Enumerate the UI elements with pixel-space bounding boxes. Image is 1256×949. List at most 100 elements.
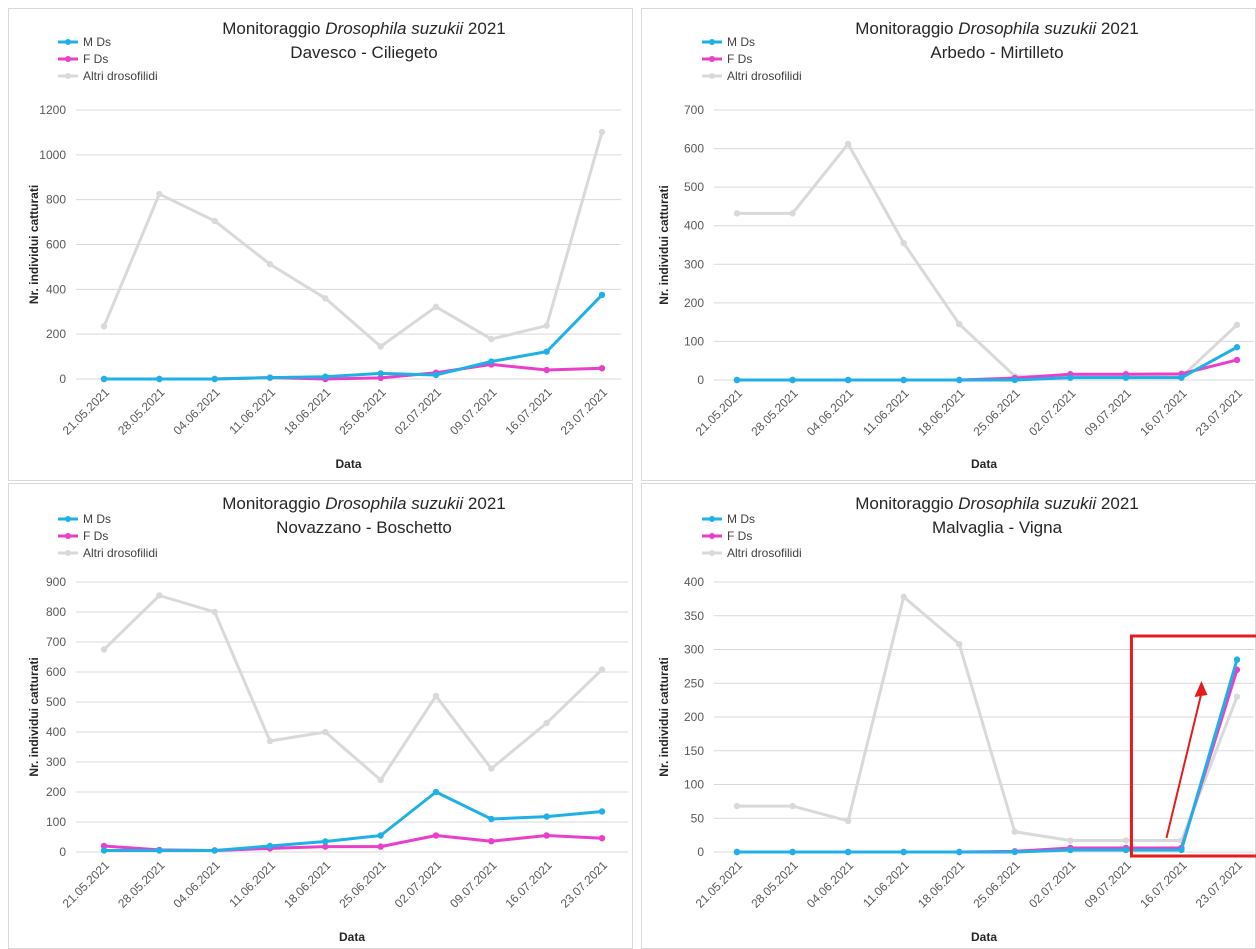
data-point [844, 817, 852, 825]
y-tick-label: 50 [691, 811, 705, 825]
data-point [543, 366, 550, 374]
data-point [1067, 846, 1074, 854]
data-point [322, 728, 329, 736]
legend-marker [709, 39, 715, 45]
data-point [1233, 656, 1241, 663]
y-tick-label: 200 [684, 710, 704, 724]
data-point [377, 343, 384, 350]
series-line-2 [102, 594, 604, 782]
x-tick-label: 18.06.2021 [281, 385, 334, 438]
x-tick-label: 04.06.2021 [804, 858, 857, 911]
chart-title: Monitoraggio Drosophila suzukii 2021 [222, 19, 506, 38]
data-point [488, 358, 495, 365]
chart-3: Monitoraggio Drosophila suzukii 2021 Malv… [657, 494, 1256, 944]
data-point [377, 843, 384, 850]
data-point [488, 838, 495, 845]
y-tick-label: 200 [684, 296, 704, 310]
x-tick-label: 21.05.2021 [693, 386, 746, 439]
x-tick-label: 23.07.2021 [1193, 386, 1246, 439]
legend-label: M Ds [83, 512, 111, 526]
x-tick-label: 11.06.2021 [226, 858, 278, 910]
data-point [432, 303, 440, 311]
y-tick-label: 900 [46, 575, 66, 589]
data-point [266, 261, 274, 268]
legend-label: F Ds [83, 529, 108, 543]
y-tick-label: 300 [684, 643, 704, 657]
legend-marker [65, 516, 71, 522]
data-point [488, 335, 495, 343]
x-tick-label: 28.05.2021 [748, 386, 801, 439]
data-point [1233, 321, 1241, 329]
y-tick-label: 700 [46, 635, 66, 649]
data-point [543, 719, 550, 727]
chart-title: Monitoraggio Drosophila suzukii 2021 [222, 494, 506, 513]
data-point [432, 788, 440, 796]
data-point [598, 365, 606, 372]
chart-0: Monitoraggio Drosophila suzukii 2021 Dave… [27, 19, 621, 471]
y-tick-label: 150 [684, 744, 704, 758]
data-point [844, 140, 852, 148]
data-point [211, 847, 218, 854]
y-tick-label: 0 [59, 372, 66, 386]
series-line-2 [102, 131, 604, 348]
data-point [956, 320, 963, 328]
chart-subtitle: Malvaglia - Vigna [932, 518, 1063, 537]
legend-label: Altri drosofilidi [727, 69, 802, 83]
data-point [789, 802, 796, 810]
legend-label: F Ds [83, 52, 108, 66]
x-axis-label: Data [971, 930, 997, 944]
chart-panel-arbedo [641, 8, 1256, 481]
y-tick-label: 200 [46, 327, 66, 341]
data-point [543, 832, 550, 839]
y-tick-label: 0 [59, 845, 66, 859]
y-tick-label: 500 [684, 180, 704, 194]
y-axis-label: Nr. individui catturati [27, 657, 41, 776]
data-point [322, 838, 329, 845]
x-tick-label: 23.07.2021 [558, 385, 611, 438]
series-line-1 [737, 669, 1239, 854]
series-line-0 [737, 345, 1238, 382]
data-point [211, 608, 218, 616]
data-point [598, 835, 606, 842]
data-point [1067, 374, 1074, 381]
data-point [211, 217, 218, 225]
series-line-2 [737, 142, 1239, 379]
x-tick-label: 18.06.2021 [281, 858, 334, 911]
chart-subtitle: Arbedo - Mirtilleto [930, 43, 1063, 62]
data-point [432, 832, 440, 839]
x-tick-label: 23.07.2021 [1193, 858, 1246, 911]
x-tick-label: 11.06.2021 [860, 386, 912, 438]
data-point [156, 592, 163, 599]
chart-2: Monitoraggio Drosophila suzukii 2021 Nova… [27, 494, 628, 944]
x-tick-label: 16.07.2021 [502, 858, 555, 911]
data-point [322, 843, 329, 850]
data-point [100, 646, 108, 653]
x-tick-label: 02.07.2021 [1026, 858, 1079, 911]
data-point [1011, 848, 1018, 856]
y-tick-label: 100 [684, 334, 704, 348]
data-point [100, 842, 108, 850]
y-tick-label: 600 [46, 665, 66, 679]
legend-marker [709, 516, 715, 522]
y-tick-label: 700 [684, 103, 704, 117]
data-point [543, 813, 550, 820]
x-tick-label: 11.06.2021 [860, 858, 912, 910]
x-tick-label: 04.06.2021 [170, 385, 223, 438]
chart-subtitle: Davesco - Ciliegeto [290, 43, 437, 62]
x-tick-label: 23.07.2021 [558, 858, 611, 911]
legend-marker [65, 533, 71, 539]
legend-label: F Ds [727, 52, 752, 66]
data-point [156, 847, 163, 854]
x-tick-label: 25.06.2021 [971, 858, 1024, 911]
y-tick-label: 800 [46, 193, 66, 207]
y-tick-label: 400 [46, 282, 66, 296]
data-point [598, 808, 606, 815]
legend-label: Altri drosofilidi [83, 69, 158, 83]
chart-1: Monitoraggio Drosophila suzukii 2021 Arbe… [657, 19, 1254, 471]
legend-marker [65, 56, 71, 62]
x-tick-label: 21.05.2021 [60, 385, 113, 438]
data-point [156, 190, 163, 198]
x-tick-label: 21.05.2021 [693, 858, 746, 911]
data-point [844, 848, 852, 856]
x-tick-label: 02.07.2021 [392, 385, 445, 438]
